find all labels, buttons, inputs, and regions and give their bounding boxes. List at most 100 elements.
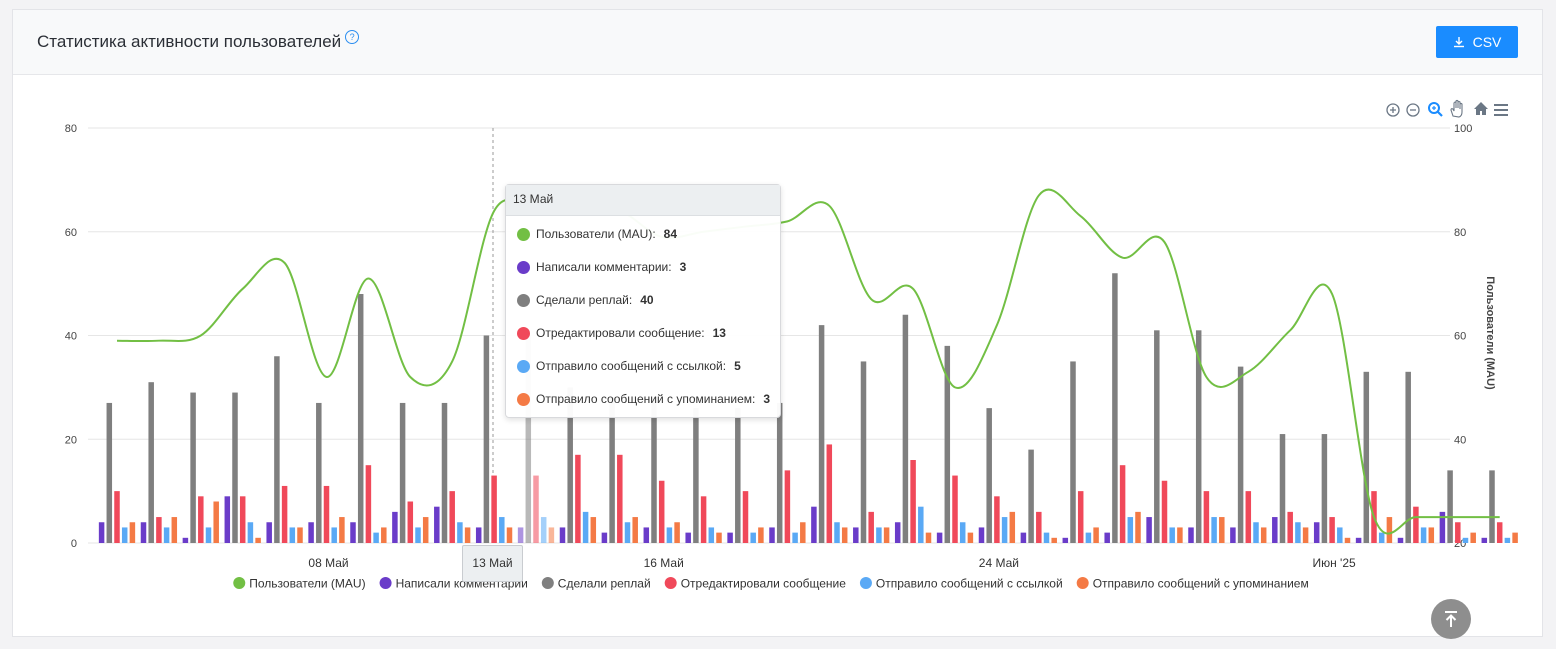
bar-3-23[interactable] xyxy=(1077,491,1084,543)
bar-3-0[interactable] xyxy=(114,491,120,543)
bar-2-28[interactable] xyxy=(1279,434,1286,543)
bar-1-27[interactable] xyxy=(1230,527,1236,543)
bar-2-21[interactable] xyxy=(986,408,992,543)
bar-4-4[interactable] xyxy=(289,527,296,543)
bar-5-21[interactable] xyxy=(1009,511,1016,543)
bar-1-1[interactable] xyxy=(140,522,147,543)
bar-2-7[interactable] xyxy=(399,402,406,543)
bar-2-6[interactable] xyxy=(357,294,364,543)
bar-1-9[interactable] xyxy=(475,527,482,543)
bar-2-14[interactable] xyxy=(693,408,699,543)
bar-5-10[interactable] xyxy=(548,527,555,543)
bar-5-15[interactable] xyxy=(758,527,764,543)
bar-5-25[interactable] xyxy=(1177,527,1183,543)
bar-1-29[interactable] xyxy=(1313,522,1320,543)
bar-1-26[interactable] xyxy=(1188,527,1194,543)
bar-2-30[interactable] xyxy=(1363,371,1370,543)
bar-5-23[interactable] xyxy=(1093,527,1099,543)
bar-4-12[interactable] xyxy=(624,522,631,543)
bar-3-25[interactable] xyxy=(1161,480,1168,543)
bar-3-13[interactable] xyxy=(658,480,665,543)
bar-5-32[interactable] xyxy=(1470,532,1476,543)
bar-5-30[interactable] xyxy=(1386,517,1393,543)
bar-3-33[interactable] xyxy=(1496,522,1503,543)
bar-5-0[interactable] xyxy=(129,522,136,543)
bar-2-22[interactable] xyxy=(1028,449,1034,543)
bar-1-5[interactable] xyxy=(308,522,314,543)
bar-4-8[interactable] xyxy=(457,522,463,543)
bar-5-11[interactable] xyxy=(590,517,597,543)
legend-item[interactable]: Отредактировали сообщение xyxy=(664,577,847,591)
help-icon[interactable]: ? xyxy=(345,30,360,44)
bar-4-3[interactable] xyxy=(247,522,254,543)
bar-5-12[interactable] xyxy=(632,517,638,543)
bar-5-33[interactable] xyxy=(1512,532,1518,543)
bar-1-20[interactable] xyxy=(936,532,943,543)
bar-3-17[interactable] xyxy=(826,444,833,543)
bar-5-22[interactable] xyxy=(1051,537,1057,543)
bar-1-22[interactable] xyxy=(1020,532,1027,543)
bar-2-10[interactable] xyxy=(525,335,532,544)
pan-icon[interactable] xyxy=(1450,99,1463,118)
bar-4-30[interactable] xyxy=(1378,532,1385,543)
bar-1-2[interactable] xyxy=(182,537,189,543)
bar-1-14[interactable] xyxy=(685,532,691,543)
bar-1-21[interactable] xyxy=(978,527,985,543)
bar-3-7[interactable] xyxy=(407,501,414,544)
bar-5-14[interactable] xyxy=(716,532,722,543)
bar-3-32[interactable] xyxy=(1455,522,1461,543)
bar-2-4[interactable] xyxy=(274,356,280,543)
bar-4-15[interactable] xyxy=(750,532,756,543)
bar-3-28[interactable] xyxy=(1287,511,1293,543)
bar-1-30[interactable] xyxy=(1355,537,1362,543)
bar-3-5[interactable] xyxy=(323,485,330,543)
bar-4-11[interactable] xyxy=(582,511,589,543)
bar-2-32[interactable] xyxy=(1447,470,1453,543)
bar-5-16[interactable] xyxy=(800,522,806,543)
bar-2-31[interactable] xyxy=(1405,371,1411,543)
bar-2-29[interactable] xyxy=(1321,434,1328,543)
bar-4-17[interactable] xyxy=(834,522,840,543)
bar-4-5[interactable] xyxy=(331,527,337,543)
bar-2-2[interactable] xyxy=(190,392,196,543)
bar-4-19[interactable] xyxy=(918,506,924,543)
bar-3-24[interactable] xyxy=(1119,465,1126,543)
bar-1-18[interactable] xyxy=(853,527,859,543)
bar-2-13[interactable] xyxy=(651,397,657,543)
bar-4-1[interactable] xyxy=(163,527,170,543)
bar-2-11[interactable] xyxy=(567,387,573,543)
zoom-out-icon[interactable] xyxy=(1406,103,1420,117)
bar-4-14[interactable] xyxy=(708,527,715,543)
bar-3-14[interactable] xyxy=(700,496,707,543)
bar-1-7[interactable] xyxy=(392,511,398,543)
bar-2-24[interactable] xyxy=(1112,273,1118,543)
bar-3-19[interactable] xyxy=(910,460,916,543)
bar-2-18[interactable] xyxy=(860,361,867,543)
bar-4-0[interactable] xyxy=(121,527,128,543)
bar-2-12[interactable] xyxy=(609,397,615,543)
bar-2-9[interactable] xyxy=(483,335,490,544)
bar-2-3[interactable] xyxy=(232,392,238,543)
bar-1-25[interactable] xyxy=(1146,517,1152,543)
zoom-select-icon[interactable] xyxy=(1428,102,1443,117)
bar-4-9[interactable] xyxy=(499,517,505,543)
bar-5-31[interactable] xyxy=(1428,527,1435,543)
legend-item[interactable]: Отправило сообщений с упоминанием xyxy=(1076,577,1309,591)
bar-5-29[interactable] xyxy=(1344,537,1351,543)
bar-5-24[interactable] xyxy=(1135,511,1141,543)
bar-4-24[interactable] xyxy=(1127,517,1134,543)
bar-5-20[interactable] xyxy=(967,532,974,543)
bar-3-21[interactable] xyxy=(994,496,1000,543)
bar-3-31[interactable] xyxy=(1413,506,1419,543)
bar-5-7[interactable] xyxy=(422,517,429,543)
bar-1-6[interactable] xyxy=(350,522,356,543)
bar-4-32[interactable] xyxy=(1462,537,1469,543)
bar-3-27[interactable] xyxy=(1245,491,1252,543)
bar-5-1[interactable] xyxy=(171,517,178,543)
bar-4-7[interactable] xyxy=(415,527,421,543)
bar-5-28[interactable] xyxy=(1302,527,1309,543)
bar-2-17[interactable] xyxy=(818,325,825,543)
bar-1-23[interactable] xyxy=(1062,537,1069,543)
bar-4-13[interactable] xyxy=(666,527,673,543)
bar-3-1[interactable] xyxy=(156,517,162,543)
